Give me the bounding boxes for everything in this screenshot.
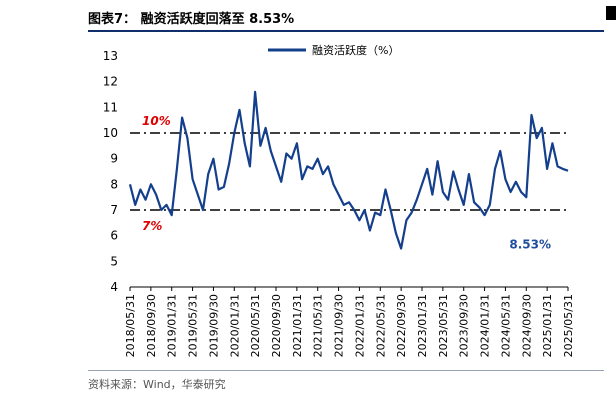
x-tick-label: 2025/01/31: [541, 294, 554, 357]
x-tick-label: 2021/09/30: [333, 294, 346, 357]
x-tick-label: 2025/05/31: [562, 294, 575, 357]
y-tick-label: 6: [110, 229, 118, 243]
x-tick-label: 2020/01/31: [228, 294, 241, 357]
x-tick-label: 2021/01/31: [291, 294, 304, 357]
x-tick-label: 2020/05/31: [249, 294, 262, 357]
x-tick-label: 2023/05/31: [437, 294, 450, 357]
x-tick-label: 2024/09/30: [520, 294, 533, 357]
series-line: [128, 90, 569, 250]
x-tick-label: 2024/01/31: [479, 294, 492, 357]
x-tick-label: 2019/09/30: [207, 294, 220, 357]
y-tick-label: 13: [103, 49, 118, 63]
x-tick-label: 2022/09/30: [395, 294, 408, 357]
source-note: 资料来源：Wind，华泰研究: [88, 378, 226, 391]
source-divider: [88, 370, 604, 371]
x-tick-label: 2018/05/31: [124, 294, 137, 357]
reference-label: 10%: [142, 114, 171, 128]
edge-marker: [606, 6, 616, 20]
y-axis: 4 5 6 7 8 9 10 11 12 13: [103, 49, 118, 294]
y-tick-label: 4: [110, 280, 118, 294]
x-tick-label: 2018/09/30: [145, 294, 158, 357]
x-tick-label: 2019/01/31: [166, 294, 179, 357]
x-tick-label: 2022/05/31: [374, 294, 387, 357]
title-bar: 图表7： 融资活跃度回落至 8.53%: [88, 4, 604, 32]
reference-label: 7%: [142, 219, 162, 233]
x-tick-label: 2019/05/31: [187, 294, 200, 357]
x-tick-label: 2023/01/31: [416, 294, 429, 357]
x-tick-label: 2023/09/30: [458, 294, 471, 357]
x-tick-label: 2024/05/31: [499, 294, 512, 357]
legend-label: 融资活跃度（%）: [312, 43, 399, 57]
x-axis: 2018/05/31 2018/09/30 2019/01/31 2019/05/31…: [124, 286, 575, 357]
last-value-label: 8.53%: [509, 238, 551, 252]
y-tick-label: 8: [110, 177, 118, 191]
y-tick-label: 7: [110, 203, 118, 217]
y-tick-label: 11: [103, 100, 118, 114]
x-tick-label: 2021/05/31: [312, 294, 325, 357]
annotations: 8.53%: [509, 238, 551, 252]
line-chart: 4 5 6 7 8 9 10 11 12 13 2018/05/31 2018/09/30 2019/…: [103, 43, 575, 357]
series-layer: [128, 90, 569, 250]
x-tick-label: 2022/01/31: [353, 294, 366, 357]
y-tick-label: 9: [110, 152, 118, 166]
x-tick-label: 2020/09/30: [270, 294, 283, 357]
y-tick-label: 12: [103, 75, 118, 89]
figure-title: 图表7： 融资活跃度回落至 8.53%: [88, 12, 295, 27]
y-tick-label: 10: [103, 126, 118, 140]
legend: 融资活跃度（%）: [268, 43, 399, 57]
y-tick-label: 5: [110, 254, 118, 268]
reference-lines: 10% 7%: [130, 114, 568, 233]
